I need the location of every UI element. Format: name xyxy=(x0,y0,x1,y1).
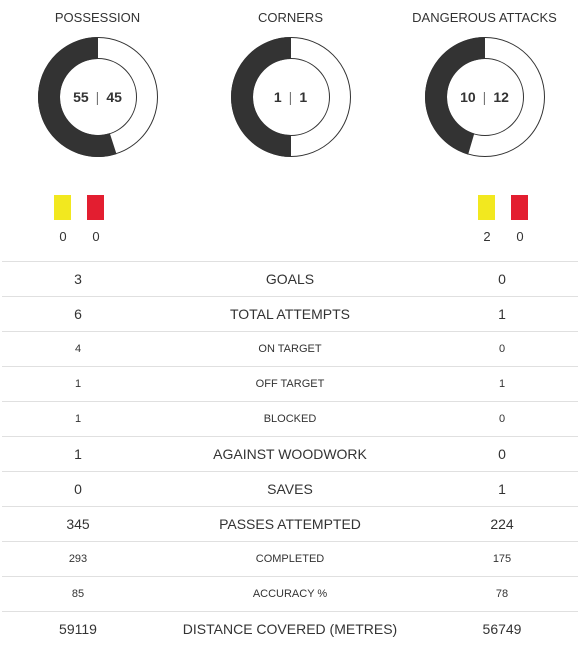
home-value: 55 xyxy=(73,89,89,105)
donut-title: POSSESSION xyxy=(54,10,141,25)
home-value: 10 xyxy=(460,89,476,105)
away-red-card-count: 0 xyxy=(516,229,524,244)
away-stat: 224 xyxy=(490,516,514,532)
stat-row-accuracy: 85 ACCURACY % 78 xyxy=(2,577,578,612)
home-stat: 85 xyxy=(71,588,85,600)
away-value: 45 xyxy=(106,89,122,105)
stat-row-on-target: 4 ON TARGET 0 xyxy=(2,332,578,367)
away-stat: 1 xyxy=(498,378,506,390)
stat-label: AGAINST WOODWORK xyxy=(213,446,367,462)
outer-ring-border xyxy=(38,37,158,157)
away-stat: 0 xyxy=(498,343,506,355)
donut-ring xyxy=(231,37,351,157)
home-share-arc xyxy=(424,37,485,155)
stat-row-goals: 3 GOALS 0 xyxy=(2,262,578,297)
donut-values: 55 | 45 xyxy=(0,89,195,105)
home-red-card-count: 0 xyxy=(92,229,100,244)
separator: | xyxy=(482,89,487,105)
home-stat: 293 xyxy=(68,553,88,565)
dangerous-attacks-donut: DANGEROUS ATTACKS 10 | 12 xyxy=(387,0,582,170)
match-stats-table: 3 GOALS 0 6 TOTAL ATTEMPTS 1 4 ON TARGET… xyxy=(2,261,578,646)
away-stat: 56749 xyxy=(482,621,522,637)
home-stat: 1 xyxy=(74,378,82,390)
stat-row-saves: 0 SAVES 1 xyxy=(2,472,578,507)
separator: | xyxy=(288,89,293,105)
separator: | xyxy=(95,89,100,105)
donut-values: 1 | 1 xyxy=(193,89,388,105)
home-red-card-icon xyxy=(87,195,104,220)
stat-row-against-woodwork: 1 AGAINST WOODWORK 0 xyxy=(2,437,578,472)
outer-ring-border xyxy=(425,37,545,157)
home-stat: 3 xyxy=(74,271,82,287)
home-value: 1 xyxy=(273,89,282,105)
stat-label: BLOCKED xyxy=(263,413,317,425)
stat-label: GOALS xyxy=(265,271,315,287)
home-stat: 1 xyxy=(74,413,82,425)
donut-ring xyxy=(424,37,545,157)
donut-ring xyxy=(38,37,158,157)
home-share-arc xyxy=(231,37,291,157)
donut-title: DANGEROUS ATTACKS xyxy=(412,10,557,25)
corners-donut: CORNERS 1 | 1 xyxy=(193,0,388,170)
stat-row-completed: 293 COMPLETED 175 xyxy=(2,542,578,577)
home-yellow-card-icon xyxy=(54,195,71,220)
home-share-arc xyxy=(38,37,117,157)
away-stat: 1 xyxy=(498,481,506,497)
away-stat: 78 xyxy=(495,588,509,600)
home-stat: 1 xyxy=(74,446,82,462)
inner-ring-border xyxy=(252,58,330,136)
stat-label: COMPLETED xyxy=(255,553,325,565)
outer-ring-border xyxy=(231,37,351,157)
away-stat: 0 xyxy=(498,271,506,287)
stat-label: ACCURACY % xyxy=(252,588,328,600)
stat-label: TOTAL ATTEMPTS xyxy=(229,306,351,322)
home-stat: 6 xyxy=(74,306,82,322)
stat-row-blocked: 1 BLOCKED 0 xyxy=(2,402,578,437)
away-stat: 175 xyxy=(492,553,512,565)
home-stat: 4 xyxy=(74,343,82,355)
stat-label: SAVES xyxy=(267,481,313,497)
away-stat: 0 xyxy=(498,446,506,462)
inner-ring-border xyxy=(446,58,524,136)
home-stat: 59119 xyxy=(59,621,97,637)
away-stat: 1 xyxy=(498,306,506,322)
donut-title: CORNERS xyxy=(257,10,323,25)
stat-label: PASSES ATTEMPTED xyxy=(219,516,361,532)
away-yellow-card-count: 2 xyxy=(483,229,491,244)
away-value: 1 xyxy=(299,89,308,105)
donut-values: 10 | 12 xyxy=(387,89,582,105)
stat-label: OFF TARGET xyxy=(255,378,325,390)
stat-row-off-target: 1 OFF TARGET 1 xyxy=(2,367,578,402)
stat-label: DISTANCE COVERED (METRES) xyxy=(182,621,398,637)
inner-ring-border xyxy=(59,58,137,136)
stat-row-distance-covered: 59119 DISTANCE COVERED (METRES) 56749 xyxy=(2,612,578,646)
stat-label: ON TARGET xyxy=(258,343,322,355)
away-stat: 0 xyxy=(498,413,506,425)
away-yellow-card-icon xyxy=(478,195,495,220)
stat-row-passes-attempted: 345 PASSES ATTEMPTED 224 xyxy=(2,507,578,542)
home-stat: 0 xyxy=(74,481,82,497)
home-yellow-card-count: 0 xyxy=(59,229,67,244)
away-red-card-icon xyxy=(511,195,528,220)
possession-donut: POSSESSION 55 | 45 xyxy=(0,0,195,170)
home-stat: 345 xyxy=(66,516,90,532)
away-value: 12 xyxy=(493,89,509,105)
stat-row-total-attempts: 6 TOTAL ATTEMPTS 1 xyxy=(2,297,578,332)
